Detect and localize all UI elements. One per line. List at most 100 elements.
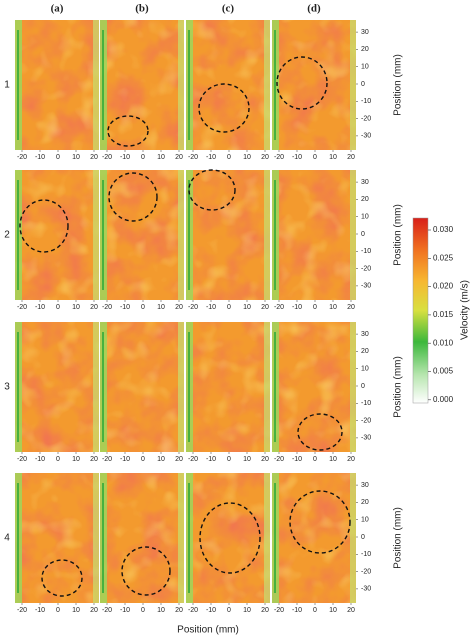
- x-tick-label: 20: [261, 456, 269, 463]
- wall-band: [274, 30, 276, 140]
- wall-band: [178, 473, 184, 603]
- x-tick-label: -20: [102, 154, 112, 161]
- y-tick-label: 30: [361, 179, 369, 186]
- highlight-circle: [108, 172, 158, 222]
- y-tick-label: 0: [361, 231, 365, 238]
- x-tick-label: -20: [17, 456, 27, 463]
- x-tick-label: 0: [227, 607, 231, 614]
- x-tick-label: 20: [175, 456, 183, 463]
- wall-band: [188, 483, 190, 593]
- colorbar-tick-label: 0.000: [433, 395, 454, 404]
- highlight-circle: [188, 169, 236, 211]
- x-tick-label: 20: [347, 154, 355, 161]
- row-label: 4: [4, 533, 10, 544]
- velocity-map-low: [100, 322, 184, 452]
- velocity-map-low: [272, 170, 356, 300]
- velocity-map-low: [15, 322, 99, 452]
- x-tick-label: 0: [141, 607, 145, 614]
- column-label: (d): [307, 3, 321, 15]
- wall-band: [274, 483, 276, 593]
- y-tick-label: -10: [361, 400, 371, 407]
- x-tick-label: -20: [102, 304, 112, 311]
- x-tick-label: 20: [90, 304, 98, 311]
- y-tick-label: 30: [361, 331, 369, 338]
- x-tick-label: 0: [227, 154, 231, 161]
- highlight-circle: [289, 490, 351, 554]
- highlight-circle: [41, 559, 83, 597]
- x-tick-label: -20: [188, 154, 198, 161]
- row-label: 1: [4, 80, 10, 91]
- wall-band: [102, 180, 104, 290]
- wall-band: [17, 483, 19, 593]
- wall-band: [274, 180, 276, 290]
- wall-band: [178, 170, 184, 300]
- y-axis-label: Position (mm): [393, 356, 404, 418]
- x-tick-label: 20: [347, 304, 355, 311]
- y-tick-label: -20: [361, 417, 371, 424]
- colorbar-tick-label: 0.015: [433, 310, 454, 319]
- velocity-map-low: [272, 473, 356, 603]
- y-axis-label: Position (mm): [393, 54, 404, 116]
- wall-band: [350, 170, 356, 300]
- x-tick-label: 0: [141, 456, 145, 463]
- wall-band: [264, 170, 270, 300]
- y-tick-label: 10: [361, 366, 369, 373]
- x-tick-label: 10: [329, 456, 337, 463]
- y-tick-label: -30: [361, 283, 371, 290]
- x-tick-label: -20: [102, 456, 112, 463]
- x-tick-label: 10: [329, 607, 337, 614]
- column-label: (b): [135, 3, 149, 15]
- x-tick-label: 20: [175, 607, 183, 614]
- y-tick-label: -20: [361, 265, 371, 272]
- y-tick-label: -30: [361, 586, 371, 593]
- x-tick-label: 10: [72, 607, 80, 614]
- y-tick-label: 0: [361, 383, 365, 390]
- x-tick-label: -10: [292, 304, 302, 311]
- wall-band: [264, 473, 270, 603]
- y-tick-label: 20: [361, 348, 369, 355]
- x-tick-label: -20: [188, 607, 198, 614]
- wall-band: [178, 322, 184, 452]
- x-tick-label: 20: [175, 304, 183, 311]
- x-tick-label: -10: [206, 304, 216, 311]
- wall-band: [264, 322, 270, 452]
- x-tick-label: -10: [35, 154, 45, 161]
- highlight-circle: [19, 199, 69, 253]
- x-tick-label: 10: [243, 304, 251, 311]
- wall-band: [264, 20, 270, 150]
- y-tick-label: 20: [361, 46, 369, 53]
- x-tick-label: 0: [141, 154, 145, 161]
- x-tick-label: -20: [17, 304, 27, 311]
- velocity-map-low: [15, 170, 99, 300]
- y-tick-label: -10: [361, 551, 371, 558]
- wall-band: [17, 30, 19, 140]
- x-tick-label: 0: [313, 607, 317, 614]
- x-tick-label: 10: [329, 154, 337, 161]
- x-tick-label: 10: [157, 607, 165, 614]
- x-tick-label: 10: [243, 607, 251, 614]
- x-tick-label: 20: [347, 607, 355, 614]
- velocity-map-low: [100, 20, 184, 150]
- wall-band: [188, 332, 190, 442]
- y-tick-label: 10: [361, 214, 369, 221]
- x-tick-label: 20: [90, 154, 98, 161]
- y-tick-label: 0: [361, 534, 365, 541]
- x-tick-label: -10: [292, 607, 302, 614]
- colorbar-tick-label: 0.030: [433, 225, 454, 234]
- wall-band: [102, 483, 104, 593]
- y-axis-label: Position (mm): [393, 507, 404, 569]
- x-tick-label: -10: [120, 304, 130, 311]
- x-tick-label: 0: [227, 456, 231, 463]
- y-tick-label: -30: [361, 435, 371, 442]
- y-tick-label: 30: [361, 482, 369, 489]
- wall-band: [102, 30, 104, 140]
- velocity-map-low: [186, 170, 270, 300]
- x-tick-label: -10: [35, 456, 45, 463]
- x-tick-label: -20: [188, 304, 198, 311]
- x-tick-label: -20: [188, 456, 198, 463]
- y-tick-label: -20: [361, 115, 371, 122]
- y-tick-label: -10: [361, 248, 371, 255]
- x-tick-label: 20: [175, 154, 183, 161]
- y-tick-label: 20: [361, 196, 369, 203]
- x-tick-label: 0: [313, 154, 317, 161]
